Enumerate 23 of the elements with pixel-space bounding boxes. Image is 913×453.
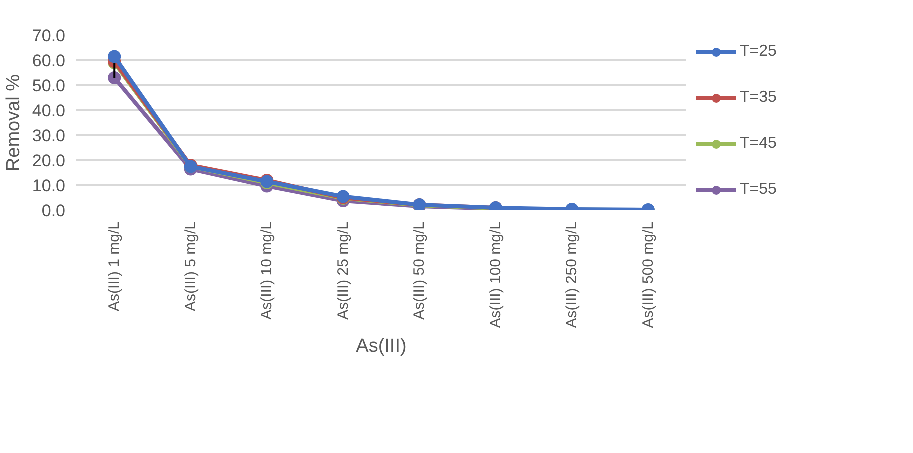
x-tick-label: As(III) 100 mg/L bbox=[487, 221, 504, 328]
x-tick-label: As(III) 50 mg/L bbox=[411, 221, 428, 320]
x-axis-title: As(III) bbox=[356, 336, 407, 358]
x-tick-label: As(III) 1 mg/L bbox=[106, 221, 124, 312]
x-tick-label: As(III) 10 mg/L bbox=[258, 221, 276, 320]
y-tick-label: 0.0 bbox=[42, 202, 66, 220]
y-tick-label: 50.0 bbox=[32, 76, 66, 96]
y-tick-label: 40.0 bbox=[32, 102, 66, 120]
y-tick-label: 20.0 bbox=[32, 152, 66, 170]
legend-label: T=55 bbox=[740, 181, 777, 199]
y-tick-label: 10.0 bbox=[32, 176, 66, 196]
legend-label: T=35 bbox=[740, 89, 777, 107]
y-tick-label: 70.0 bbox=[32, 26, 66, 46]
x-tick-label: As(III) 250 mg/L bbox=[564, 221, 581, 328]
y-tick-label: 30.0 bbox=[32, 126, 66, 146]
legend-label: T=25 bbox=[740, 43, 777, 61]
x-tick-label: As(III) 500 mg/L bbox=[640, 221, 657, 328]
point bbox=[108, 50, 122, 64]
legend-label: T=45 bbox=[740, 135, 777, 153]
x-tick-label: As(III) 25 mg/L bbox=[334, 221, 352, 320]
x-tick-label: As(III) 5 mg/L bbox=[182, 221, 200, 312]
y-tick-label: 60.0 bbox=[32, 52, 66, 70]
y-axis-title: Removal % bbox=[3, 74, 24, 172]
